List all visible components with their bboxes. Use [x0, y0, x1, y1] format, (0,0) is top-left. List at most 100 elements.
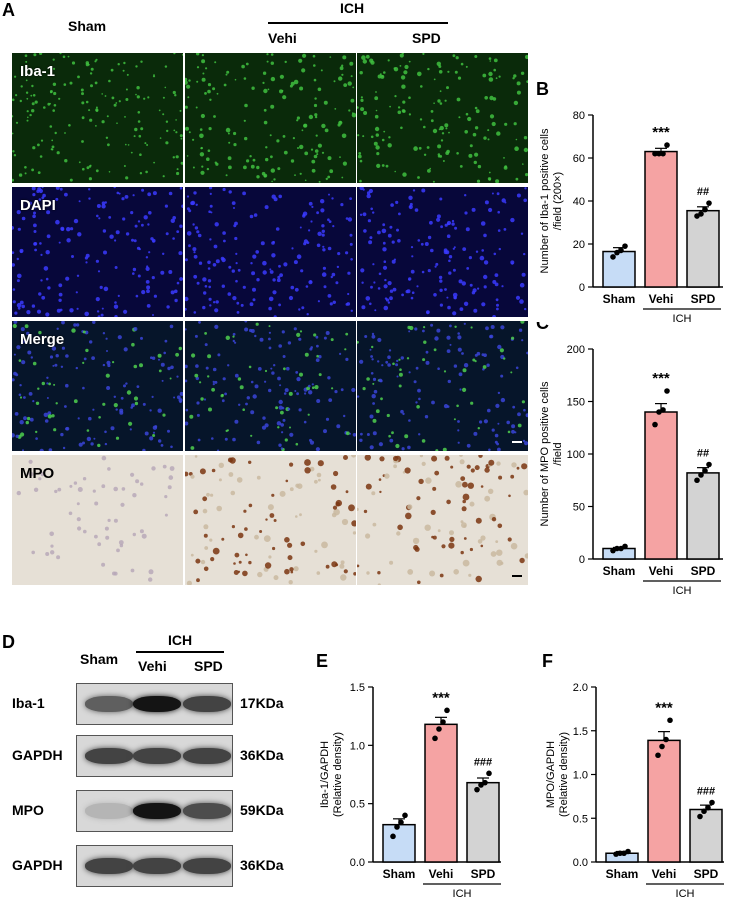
data-point: [474, 786, 480, 793]
bar-vehi: [647, 739, 681, 863]
data-point: [622, 243, 628, 249]
bar-sham: [602, 250, 636, 288]
bar-vehi: [424, 723, 458, 863]
x-tick-label: Vehi: [429, 867, 454, 881]
data-point: [706, 200, 712, 206]
bar-vehi: [644, 150, 678, 288]
data-point: [652, 421, 658, 428]
chart-c: C Number of MPO positive cells/field 0 50 10…: [536, 322, 723, 597]
blot-band: [133, 748, 181, 764]
data-point: [705, 804, 711, 811]
blot-band: [85, 748, 133, 764]
x-tick-label: Sham: [603, 564, 636, 578]
y-tick-label: 0.5: [350, 799, 365, 811]
data-point: [398, 819, 404, 826]
y-tick-label: 200: [567, 344, 585, 356]
significance-label: ###: [697, 786, 715, 798]
x-tick-label: SPD: [471, 867, 496, 881]
x-tick-label: SPD: [691, 564, 716, 578]
row-label-mpo: MPO: [20, 465, 55, 482]
data-point: [656, 150, 662, 157]
blot-label-0: Iba-1: [12, 695, 45, 711]
y-tick-label: 150: [567, 397, 585, 409]
x-tick-label: Vehi: [649, 564, 674, 578]
row-label-dapi: DAPI: [20, 197, 56, 214]
significance-label: ***: [652, 370, 670, 387]
data-point: [709, 799, 715, 806]
blot-strip-0: [76, 683, 233, 725]
row-label-merge: Merge: [20, 331, 65, 348]
y-tick-label: 1.5: [573, 726, 588, 738]
significance-label: ##: [697, 448, 709, 460]
scale-bar: [512, 575, 522, 577]
blot-size-1: 36KDa: [240, 747, 284, 763]
y-tick-label: 0.0: [350, 857, 365, 869]
data-point: [694, 477, 700, 484]
micrograph-merge-1: [185, 321, 356, 451]
y-axis-label: MPO/GAPDH(Relative density): [545, 732, 570, 817]
y-tick-label: 1.0: [573, 770, 588, 782]
ich-header-line: [268, 22, 448, 24]
data-point: [660, 407, 666, 413]
significance-label: ***: [655, 699, 673, 716]
blot-label-3: GAPDH: [12, 857, 63, 873]
panel-letter: C: [536, 322, 549, 333]
y-tick-label: 1.0: [350, 740, 365, 752]
blot-label-2: MPO: [12, 802, 44, 818]
data-point: [614, 545, 620, 552]
y-axis-label: Number of MPO positive cells/field: [539, 381, 564, 526]
micrograph-dapi-1: [185, 187, 356, 317]
wb-ich-header: ICH: [168, 632, 193, 648]
bar-spd: [686, 472, 720, 560]
data-point: [482, 779, 488, 786]
y-tick-label: 2.0: [573, 682, 588, 694]
spd-header: SPD: [412, 30, 441, 46]
micrograph-merge-2: [357, 321, 528, 451]
significance-label: ##: [697, 186, 709, 198]
y-tick-label: 0: [579, 554, 585, 566]
data-point: [486, 770, 492, 777]
data-point: [659, 743, 665, 750]
panel-a-letter: A: [2, 0, 15, 20]
y-tick-label: 80: [573, 110, 585, 122]
blot-size-2: 59KDa: [240, 802, 284, 818]
micrograph-merge-0: Merge: [12, 321, 183, 451]
micrograph-mpo-1: [185, 455, 356, 585]
data-point: [706, 461, 712, 468]
wb-lane-spd: SPD: [194, 658, 223, 674]
data-point: [610, 254, 616, 260]
data-point: [697, 813, 703, 820]
y-tick-label: 1.5: [350, 682, 365, 694]
x-tick-label: Vehi: [649, 292, 674, 306]
blot-band: [183, 748, 231, 764]
micrograph-iba-1-1: [185, 53, 356, 183]
bar-spd: [466, 781, 500, 863]
micrograph-iba-1-2: [357, 53, 528, 183]
data-point: [702, 206, 708, 213]
y-tick-label: 50: [573, 502, 585, 514]
chart-b: B Number of Iba-1 positive cells/field (2…: [536, 79, 723, 325]
row-label-iba-1: Iba-1: [20, 63, 56, 80]
significance-label: ***: [652, 124, 670, 141]
chart-f: F MPO/GAPDH(Relative density) 0.0 0.5 1.0 1.5…: [542, 651, 724, 900]
micrograph-dapi-0: DAPI: [12, 187, 183, 317]
group-label: ICH: [673, 585, 692, 597]
blot-band: [85, 696, 133, 712]
data-point: [436, 726, 442, 732]
data-point: [617, 850, 623, 857]
data-point: [618, 247, 624, 254]
panel-letter: B: [536, 79, 549, 99]
x-tick-label: SPD: [691, 292, 716, 306]
y-tick-label: 60: [573, 153, 585, 165]
data-point: [664, 142, 670, 148]
x-tick-label: Sham: [606, 867, 639, 881]
blot-strip-3: [76, 845, 233, 887]
blot-band: [133, 858, 181, 874]
y-tick-label: 100: [567, 449, 585, 461]
data-point: [655, 752, 661, 759]
y-tick-label: 40: [573, 196, 585, 208]
blot-size-0: 17KDa: [240, 695, 284, 711]
blot-label-1: GAPDH: [12, 747, 63, 763]
y-axis-label: Iba-1/GAPDH(Relative density): [319, 732, 344, 817]
panel-d-letter: D: [2, 632, 15, 652]
